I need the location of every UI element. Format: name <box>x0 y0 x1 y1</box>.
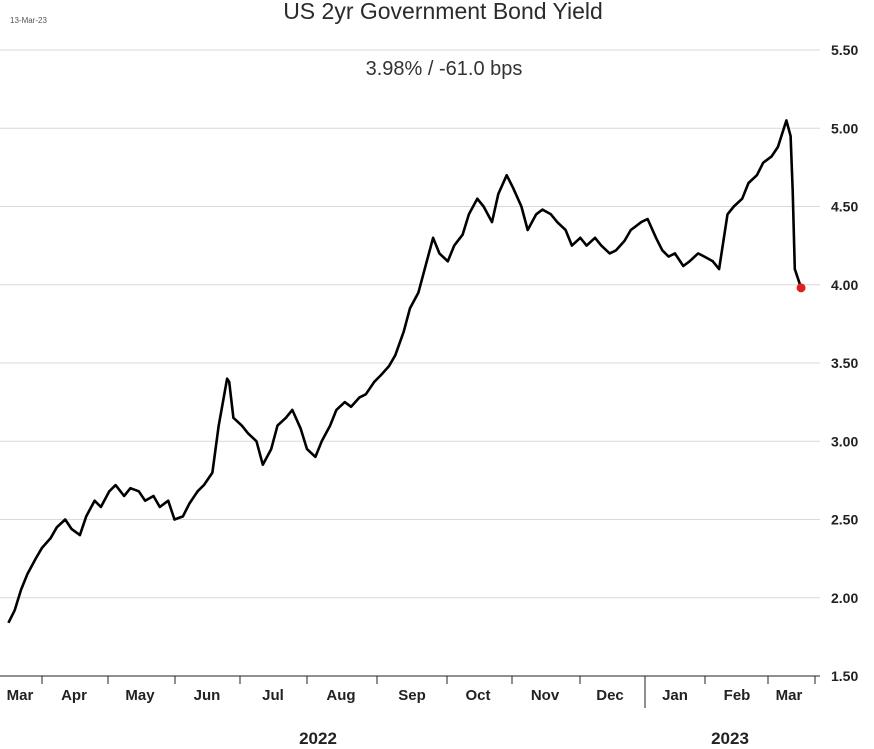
y-tick-label: 5.00 <box>831 120 858 136</box>
x-tick-label: Nov <box>531 687 560 704</box>
x-tick-label: May <box>125 687 155 704</box>
y-tick-label: 3.50 <box>831 355 858 371</box>
x-tick-label: Jun <box>194 687 221 704</box>
x-tick-label: Dec <box>596 687 624 704</box>
x-tick-label: Mar <box>776 687 803 704</box>
x-tick-label: Apr <box>61 687 87 704</box>
x-tick-label: Oct <box>465 687 490 704</box>
chart-subtitle: 3.98% / -61.0 bps <box>365 58 523 80</box>
year-label: 2023 <box>711 729 749 748</box>
y-tick-label: 1.50 <box>831 668 858 684</box>
date-stamp: 13-Mar-23 <box>10 16 47 25</box>
x-tick-label: Jan <box>662 687 688 704</box>
chart-title-text: US 2yr Government Bond Yield <box>283 0 603 24</box>
y-tick-label: 3.00 <box>831 433 858 449</box>
last-value-marker <box>796 283 806 293</box>
chart-title: US 2yr Government Bond Yield <box>0 0 874 25</box>
y-tick-label: 4.50 <box>831 199 858 215</box>
yield-series-line <box>7 119 803 624</box>
x-tick-label: Mar <box>7 687 34 704</box>
y-tick-label: 2.00 <box>831 590 858 606</box>
y-tick-label: 2.50 <box>831 512 858 528</box>
x-tick-label: Feb <box>724 687 751 704</box>
year-label: 2022 <box>299 729 337 748</box>
x-tick-label: Sep <box>398 687 426 704</box>
y-tick-label: 4.00 <box>831 277 858 293</box>
y-tick-label: 5.50 <box>831 42 858 58</box>
x-tick-label: Jul <box>262 687 284 704</box>
x-tick-label: Aug <box>326 687 355 704</box>
